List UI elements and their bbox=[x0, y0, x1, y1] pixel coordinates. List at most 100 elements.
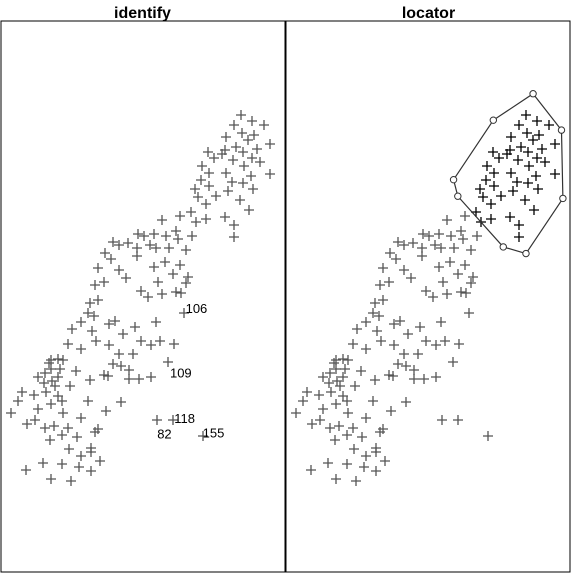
data-point bbox=[438, 277, 448, 287]
data-point bbox=[33, 404, 43, 414]
data-point bbox=[449, 243, 459, 253]
data-point bbox=[370, 298, 380, 308]
data-point bbox=[173, 234, 183, 244]
data-point bbox=[357, 432, 367, 442]
data-point bbox=[409, 374, 419, 384]
data-point bbox=[231, 142, 241, 152]
data-point bbox=[419, 374, 429, 384]
data-point bbox=[361, 451, 371, 461]
locator-plot-frame bbox=[285, 20, 571, 573]
data-point bbox=[146, 372, 156, 382]
data-point bbox=[41, 387, 51, 397]
data-point bbox=[472, 231, 482, 241]
selected-point bbox=[516, 142, 526, 152]
data-point bbox=[374, 311, 384, 321]
data-point bbox=[128, 349, 138, 359]
data-point bbox=[307, 419, 317, 429]
data-point bbox=[408, 238, 418, 248]
data-point bbox=[101, 406, 111, 416]
point-label: 109 bbox=[170, 365, 192, 380]
selected-point bbox=[505, 212, 515, 222]
data-point bbox=[55, 364, 65, 374]
identify-title: identify bbox=[114, 5, 171, 22]
selected-point bbox=[520, 195, 530, 205]
data-point bbox=[38, 458, 48, 468]
data-point bbox=[186, 207, 196, 217]
data-point bbox=[85, 298, 95, 308]
data-point bbox=[76, 344, 86, 354]
data-point bbox=[431, 372, 441, 382]
data-point bbox=[468, 272, 478, 282]
data-point bbox=[243, 135, 253, 145]
data-point bbox=[124, 365, 134, 375]
data-point bbox=[361, 344, 371, 354]
data-point bbox=[90, 427, 100, 437]
locator-points bbox=[291, 110, 560, 486]
point-label: 106 bbox=[186, 301, 208, 316]
data-point bbox=[229, 232, 239, 242]
data-point bbox=[211, 191, 221, 201]
point-label: 82 bbox=[157, 427, 171, 442]
selected-point bbox=[496, 191, 506, 201]
data-point bbox=[149, 262, 159, 272]
data-point bbox=[436, 317, 446, 327]
data-point bbox=[430, 240, 440, 250]
data-point bbox=[190, 184, 200, 194]
data-point bbox=[21, 465, 31, 475]
data-point bbox=[244, 205, 254, 215]
data-point bbox=[370, 375, 380, 385]
selected-point bbox=[523, 147, 533, 157]
data-point bbox=[123, 238, 133, 248]
data-point bbox=[395, 316, 405, 326]
polygon-vertex bbox=[489, 116, 498, 124]
data-point bbox=[349, 444, 359, 454]
locator-title: locator bbox=[402, 5, 455, 22]
data-point bbox=[99, 277, 109, 287]
data-point bbox=[220, 212, 230, 222]
data-point bbox=[171, 287, 181, 297]
data-point bbox=[168, 269, 178, 279]
data-point bbox=[356, 366, 366, 376]
data-point bbox=[149, 229, 159, 239]
data-point bbox=[221, 132, 231, 142]
data-point bbox=[53, 391, 63, 401]
data-point bbox=[139, 231, 149, 241]
data-point bbox=[57, 430, 67, 440]
data-point bbox=[17, 387, 27, 397]
data-point bbox=[171, 226, 181, 236]
data-point bbox=[351, 476, 361, 486]
data-point bbox=[86, 447, 96, 457]
data-point bbox=[252, 144, 262, 154]
selected-point bbox=[537, 144, 547, 154]
data-point bbox=[325, 368, 335, 378]
polygon-vertex bbox=[454, 192, 462, 200]
selected-point bbox=[550, 169, 560, 179]
selected-point bbox=[529, 205, 539, 215]
data-point bbox=[324, 378, 334, 388]
data-point bbox=[326, 387, 336, 397]
data-point bbox=[247, 153, 257, 163]
data-point bbox=[380, 456, 390, 466]
data-point bbox=[399, 349, 409, 359]
data-point bbox=[335, 381, 345, 391]
data-point bbox=[89, 311, 99, 321]
selected-point bbox=[489, 181, 499, 191]
data-point bbox=[342, 430, 352, 440]
data-point bbox=[29, 390, 39, 400]
data-point bbox=[453, 269, 463, 279]
selected-point bbox=[506, 132, 516, 142]
data-point bbox=[76, 451, 86, 461]
selected-point bbox=[486, 214, 496, 224]
data-point bbox=[348, 339, 358, 349]
data-point bbox=[401, 397, 411, 407]
data-point bbox=[72, 432, 82, 442]
selected-point bbox=[478, 192, 488, 202]
data-point bbox=[181, 278, 191, 288]
polygon-vertex bbox=[499, 243, 507, 251]
data-point bbox=[86, 466, 96, 476]
data-point bbox=[229, 120, 239, 130]
selected-point bbox=[531, 171, 541, 181]
data-point bbox=[385, 248, 395, 258]
data-point bbox=[39, 378, 49, 388]
